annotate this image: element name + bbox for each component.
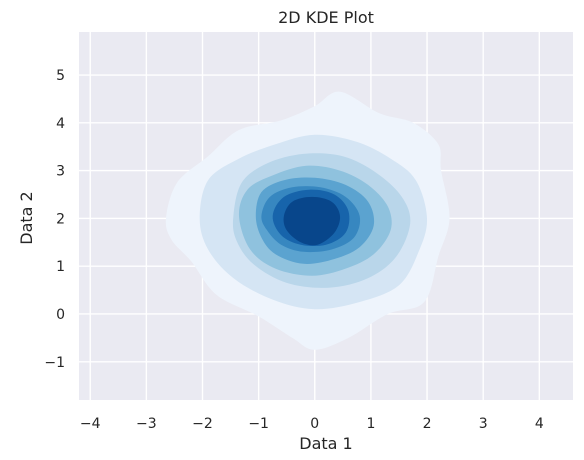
x-tick-label: 4 [535, 416, 544, 432]
x-tick-label: −4 [80, 416, 101, 432]
x-tick-label: 1 [366, 416, 375, 432]
y-tick-label: 3 [56, 164, 65, 180]
x-tick-label: 2 [423, 416, 432, 432]
y-tick-label: 4 [56, 116, 65, 132]
x-tick-label: −1 [248, 416, 269, 432]
y-tick-label: 1 [56, 259, 65, 275]
tick-labels: −4 −3 −2 −1 0 1 2 3 4 −1 0 1 2 3 4 5 [44, 68, 543, 432]
x-tick-label: 0 [310, 416, 319, 432]
kde-level-8 [283, 196, 341, 246]
x-tick-label: −3 [136, 416, 157, 432]
kde-contours [165, 91, 450, 350]
chart-title: 2D KDE Plot [278, 8, 374, 27]
y-tick-label: 5 [56, 68, 65, 84]
x-tick-label: 3 [479, 416, 488, 432]
y-tick-label: 0 [56, 307, 65, 323]
x-tick-label: −2 [192, 416, 213, 432]
y-tick-label: −1 [44, 355, 65, 371]
x-axis-label: Data 1 [299, 434, 352, 453]
y-axis-label: Data 2 [17, 191, 36, 244]
y-tick-label: 2 [56, 211, 65, 227]
